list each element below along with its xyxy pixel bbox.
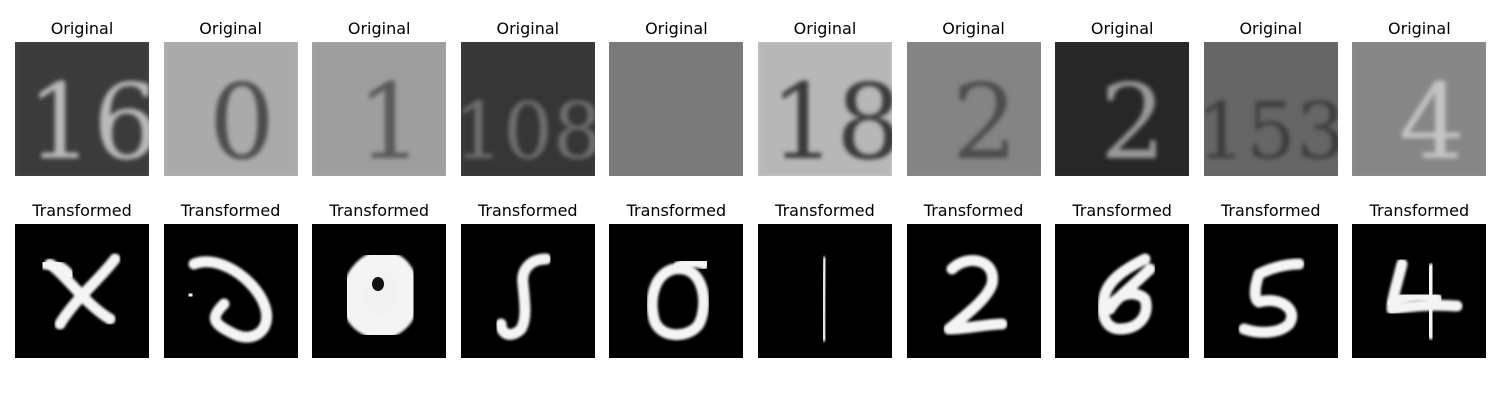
transformed-image [163,224,298,358]
original-image-5: 18 [757,42,892,176]
original-image: 2 [1055,42,1190,176]
original-image-1: 0 [163,42,298,176]
panel-title: Transformed [775,201,875,220]
svhn-digits: 16 [27,61,149,176]
original-image: 0 [163,42,298,176]
panel-title: Transformed [923,201,1024,220]
original-image: 1 [312,42,447,176]
svhn-digits: 18 [770,61,892,176]
transformed-image-2 [312,224,447,358]
transformed-image-6 [906,224,1041,358]
panel-title: Transformed [329,201,429,220]
original-image-3: 108 [460,42,595,176]
transformed-panel-6: Transformed [757,200,892,358]
transformed-panel-1: Transformed [15,200,149,358]
panel-title: Original [942,19,1005,38]
panel-title: Original [1239,19,1303,38]
original-image: 16 [15,42,149,176]
original-panel-8: Original 2 [1055,18,1190,176]
panel-title: Transformed [1369,201,1470,220]
transformed-image [1055,224,1190,358]
original-image: 18 [757,42,892,176]
transformed-image [1352,224,1487,358]
original-panel-2: Original 0 [163,18,298,176]
original-image-2: 1 [312,42,447,176]
original-row: Original 16 Original 0 Original 1 Original 108 O… [15,18,1487,176]
panel-title: Transformed [180,201,281,220]
transformed-panel-3: Transformed [312,200,447,358]
transformed-panel-2: Transformed [163,200,298,358]
transformed-image [609,224,744,358]
transformed-image [460,224,595,358]
original-image: 108 [460,42,595,176]
transformed-panel-4: Transformed [460,200,595,358]
transformed-image-3 [460,224,595,358]
panel-title: Original [199,19,262,38]
transformed-image [15,224,149,358]
original-image: 153 [1203,42,1338,176]
panel-title: Original [50,19,114,38]
panel-title: Transformed [32,201,132,220]
original-image-8: 153 [1203,42,1338,176]
original-panel-3: Original 1 [312,18,447,176]
transformed-panel-10: Transformed [1352,200,1487,358]
svhn-digits: 2 [951,61,1017,176]
panel-title: Transformed [477,201,578,220]
transformed-image-7 [1055,224,1190,358]
transformed-panel-5: Transformed [609,200,744,358]
transformed-image [312,224,447,358]
svhn-digits: 153 [1204,87,1338,176]
transformed-image [906,224,1041,358]
transformed-row: Transformed Transformed Transformed Transfo… [15,200,1487,358]
panel-title: Transformed [1072,201,1172,220]
original-image-0: 16 [15,42,149,176]
original-panel-6: Original 18 [757,18,892,176]
original-image [609,42,744,176]
original-panel-7: Original 2 [906,18,1041,176]
svhn-digits: 2 [1100,61,1166,176]
transformed-image-8 [1203,224,1338,358]
original-panel-1: Original 16 [15,18,149,176]
svhn-digits: 1 [357,61,423,176]
transformed-panel-8: Transformed [1055,200,1190,358]
transformed-image-1 [163,224,298,358]
transformed-image-4 [609,224,744,358]
panel-title: Original [645,19,708,38]
panel-title: Transformed [1220,201,1321,220]
panel-title: Original [1090,19,1154,38]
original-image: 2 [906,42,1041,176]
svhn-digits: 4 [1399,61,1465,176]
transformed-image-5 [757,224,892,358]
svhn-digits: 108 [461,87,595,176]
transformed-panel-9: Transformed [1203,200,1338,358]
original-image: 4 [1352,42,1487,176]
transformed-image [757,224,892,358]
original-image-4 [609,42,744,176]
original-image-7: 2 [1055,42,1190,176]
panel-title: Original [496,19,560,38]
original-image-9: 4 [1352,42,1487,176]
transformed-panel-7: Transformed [906,200,1041,358]
panel-title: Original [347,19,411,38]
original-panel-4: Original 108 [460,18,595,176]
original-panel-10: Original 4 [1352,18,1487,176]
original-image-6: 2 [906,42,1041,176]
transformed-image [1203,224,1338,358]
panel-title: Transformed [626,201,727,220]
transformed-image-0 [15,224,149,358]
transformed-image-9 [1352,224,1487,358]
panel-title: Original [1388,19,1451,38]
original-panel-5: Original [609,18,744,176]
original-panel-9: Original 153 [1203,18,1338,176]
panel-title: Original [793,19,857,38]
svhn-digits: 0 [209,61,275,176]
